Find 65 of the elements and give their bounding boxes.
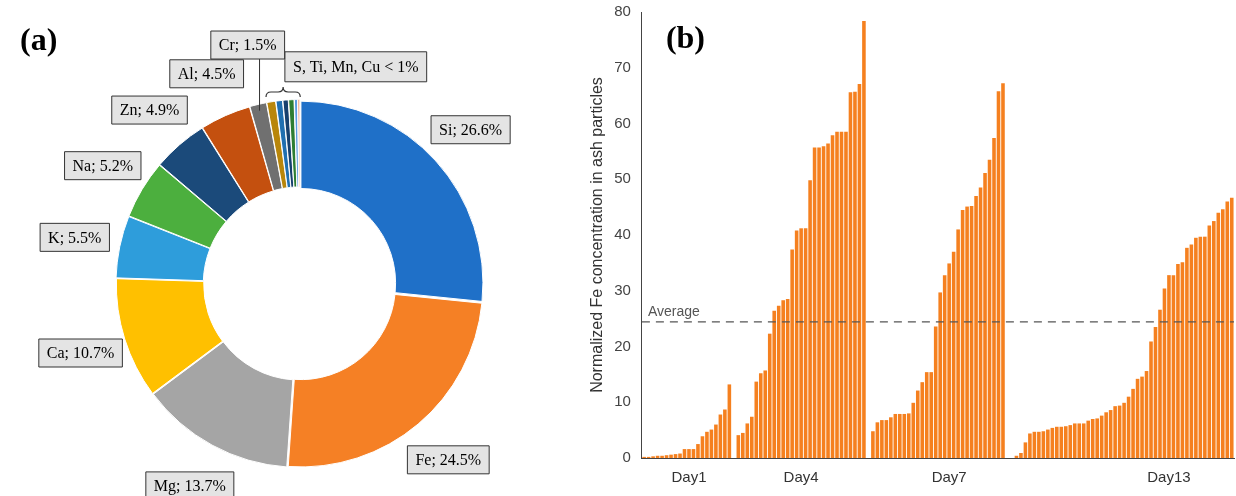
bar bbox=[835, 131, 839, 458]
bar bbox=[772, 310, 777, 458]
bar bbox=[1028, 433, 1032, 458]
bar bbox=[1086, 420, 1091, 458]
bar bbox=[1104, 412, 1108, 458]
x-tick-label: Day13 bbox=[1147, 468, 1191, 486]
slice-label: Na; 5.2% bbox=[72, 156, 133, 174]
bar bbox=[758, 373, 763, 458]
y-tick-label: 50 bbox=[614, 169, 631, 187]
chart-title: (a) bbox=[20, 21, 58, 57]
bar bbox=[705, 431, 709, 458]
y-axis-title: Normalized Fe concentration in ash particles bbox=[588, 77, 606, 393]
bar bbox=[1037, 431, 1041, 458]
bar bbox=[1063, 426, 1068, 458]
bar bbox=[1081, 423, 1086, 458]
y-tick-label: 80 bbox=[614, 2, 631, 20]
slice-label: Cr; 1.5% bbox=[218, 36, 277, 54]
y-tick-label: 60 bbox=[614, 113, 631, 131]
bar bbox=[862, 20, 866, 458]
bar bbox=[1113, 406, 1117, 458]
bar bbox=[1072, 423, 1077, 458]
ref-line-label: Average bbox=[647, 302, 700, 319]
slice-label: K; 5.5% bbox=[48, 228, 102, 246]
x-tick-label: Day1 bbox=[671, 468, 707, 486]
slice-label: Fe; 24.5% bbox=[415, 451, 482, 469]
bar bbox=[1077, 423, 1082, 458]
bar bbox=[965, 206, 969, 458]
slice-label: Mg; 13.7% bbox=[153, 477, 226, 496]
bar bbox=[1001, 83, 1005, 458]
bar bbox=[1095, 418, 1099, 458]
bar bbox=[1229, 197, 1234, 458]
bar bbox=[1167, 275, 1171, 458]
slice-label: Zn; 4.9% bbox=[119, 101, 180, 119]
bar bbox=[1046, 429, 1050, 458]
bar bbox=[1176, 263, 1180, 458]
bar bbox=[1185, 247, 1189, 458]
bar bbox=[880, 420, 884, 458]
y-tick-label: 0 bbox=[622, 448, 631, 466]
slice-label: Ca; 10.7% bbox=[46, 344, 115, 362]
bar bbox=[678, 453, 682, 458]
bar bbox=[660, 455, 664, 458]
bar bbox=[898, 413, 902, 458]
y-tick-label: 30 bbox=[614, 280, 631, 298]
bar bbox=[687, 449, 691, 458]
bar bbox=[1055, 426, 1059, 458]
y-tick-label: 20 bbox=[614, 336, 631, 354]
slice-label: Si; 26.6% bbox=[439, 120, 503, 138]
bar bbox=[1194, 237, 1198, 458]
bar bbox=[664, 455, 669, 458]
bar bbox=[669, 454, 673, 458]
bar bbox=[889, 417, 893, 458]
text: S, Ti, Mn, Cu < 1% bbox=[293, 57, 419, 75]
bar bbox=[781, 300, 785, 458]
x-tick-label: Day7 bbox=[931, 468, 967, 486]
bar bbox=[799, 228, 803, 458]
x-tick-label: Day4 bbox=[783, 468, 819, 486]
chart-title: (b) bbox=[665, 19, 705, 55]
y-tick-label: 10 bbox=[614, 392, 631, 410]
bar bbox=[1068, 425, 1073, 458]
slice-label: Al; 4.5% bbox=[177, 64, 236, 82]
bar bbox=[817, 147, 821, 458]
bar bbox=[924, 372, 929, 458]
y-tick-label: 40 bbox=[614, 225, 631, 243]
bar bbox=[1225, 201, 1230, 458]
y-tick-label: 70 bbox=[614, 57, 631, 75]
